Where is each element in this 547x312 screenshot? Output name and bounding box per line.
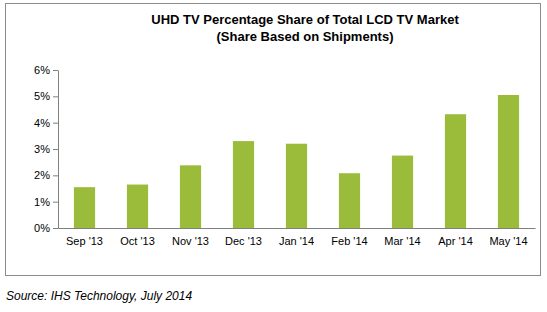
x-tick-label: Oct '13 <box>120 235 155 247</box>
bar <box>392 156 413 228</box>
y-tick-label: 1% <box>34 196 50 208</box>
bar <box>339 173 360 228</box>
x-tick: Mar '14 <box>384 235 420 247</box>
y-tick-label: 0% <box>34 222 50 234</box>
x-tick-label: Mar '14 <box>384 235 420 247</box>
y-tick-mark <box>53 70 58 71</box>
bar <box>286 144 307 228</box>
chart: UHD TV Percentage Share of Total LCD TV … <box>0 0 547 312</box>
y-tick-label: 4% <box>34 117 50 129</box>
bar <box>127 185 148 228</box>
y-tick-label: 2% <box>34 169 50 181</box>
bar <box>180 165 201 228</box>
x-axis-line <box>59 228 536 229</box>
x-tick-label: Nov '13 <box>172 235 209 247</box>
y-tick-mark <box>53 96 58 97</box>
x-tick: Feb '14 <box>331 235 367 247</box>
subtitle: (Share Based on Shipments) <box>217 29 394 44</box>
y-axis: 0% 1% 2% 3% 4% 5% 6% <box>34 64 58 234</box>
y-tick: 0% <box>34 222 58 234</box>
y-tick-mark <box>53 123 58 124</box>
y-tick-mark <box>53 175 58 176</box>
title: UHD TV Percentage Share of Total LCD TV … <box>151 12 459 27</box>
y-tick: 6% <box>34 64 58 76</box>
bar <box>498 95 519 228</box>
x-tick-label: Apr '14 <box>438 235 473 247</box>
y-tick: 1% <box>34 196 58 208</box>
x-tick-label: Sep '13 <box>66 235 103 247</box>
y-tick-label: 5% <box>34 90 50 102</box>
x-tick: Dec '13 <box>225 235 262 247</box>
bar <box>445 114 466 228</box>
y-tick: 5% <box>34 90 58 102</box>
y-tick: 4% <box>34 117 58 129</box>
y-tick-mark <box>53 202 58 203</box>
y-axis-line <box>58 71 59 229</box>
x-tick-label: May '14 <box>489 235 527 247</box>
y-tick: 3% <box>34 143 58 155</box>
x-tick-label: Jan '14 <box>279 235 314 247</box>
chart-frame <box>6 4 541 276</box>
x-axis: Sep '13 Oct '13 Nov '13 Dec '13 Jan '14 Feb '… <box>59 229 536 247</box>
x-tick-label: Feb '14 <box>331 235 367 247</box>
x-tick-label: Dec '13 <box>225 235 262 247</box>
x-tick: Sep '13 <box>66 235 103 247</box>
bar <box>74 187 95 228</box>
y-tick-mark <box>53 228 58 229</box>
x-tick: May '14 <box>489 235 527 247</box>
x-tick: Apr '14 <box>438 235 473 247</box>
bars <box>74 95 519 228</box>
x-tick: Nov '13 <box>172 235 209 247</box>
y-tick: 2% <box>34 169 58 181</box>
y-tick-label: 3% <box>34 143 50 155</box>
x-tick: Jan '14 <box>279 235 314 247</box>
source-note: Source: IHS Technology, July 2014 <box>6 289 192 303</box>
y-tick-label: 6% <box>34 64 50 76</box>
x-tick: Oct '13 <box>120 235 155 247</box>
y-tick-mark <box>53 149 58 150</box>
bar <box>233 141 254 228</box>
